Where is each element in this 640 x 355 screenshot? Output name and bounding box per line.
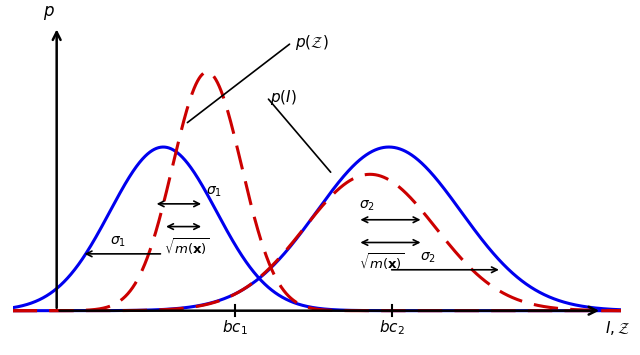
Text: $p(I)$: $p(I)$ [270,88,296,106]
Text: $bc_1$: $bc_1$ [223,319,248,337]
Text: $\sqrt{m(\mathbf{x})}$: $\sqrt{m(\mathbf{x})}$ [359,252,404,272]
Text: $\sigma_2$: $\sigma_2$ [420,251,436,265]
Text: $p$: $p$ [44,4,55,22]
Text: $I, \mathcal{Z}$: $I, \mathcal{Z}$ [605,319,630,337]
Text: $\sigma_1$: $\sigma_1$ [110,235,126,249]
Text: $\sqrt{m(\mathbf{x})}$: $\sqrt{m(\mathbf{x})}$ [164,236,210,257]
Text: $\sigma_1$: $\sigma_1$ [206,185,222,199]
Text: $p(\mathcal{Z})$: $p(\mathcal{Z})$ [295,33,328,52]
Text: $\sigma_2$: $\sigma_2$ [359,198,375,213]
Text: $bc_2$: $bc_2$ [379,319,405,337]
